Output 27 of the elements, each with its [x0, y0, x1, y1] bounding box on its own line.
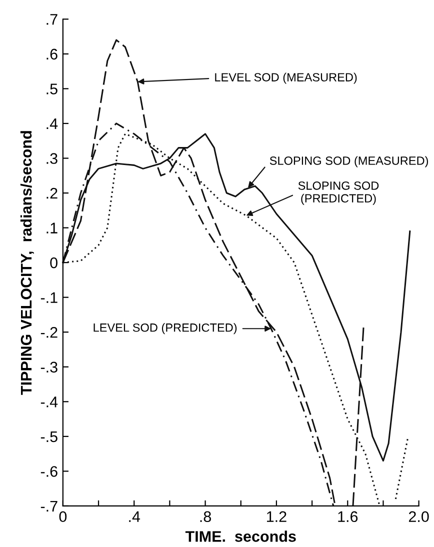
y-tick-label: .4	[46, 118, 58, 129]
y-tick-label: -.1	[40, 292, 58, 303]
y-tick-label: .7	[46, 14, 58, 25]
y-tick-label: .1	[46, 222, 58, 234]
x-tick-label: 1.2	[267, 511, 286, 522]
annotation: SLOPING SOD (PREDICTED)	[298, 181, 379, 205]
y-tick-label: .6	[46, 48, 58, 60]
y-tick-label: -.2	[40, 326, 58, 338]
y-tick-label: -.5	[40, 431, 58, 442]
y-tick-label: -.4	[40, 396, 58, 408]
y-tick-label: .3	[46, 153, 58, 164]
y-tick-label: .2	[46, 188, 58, 199]
annotation: SLOPING SOD (MEASURED)	[270, 156, 428, 168]
y-tick-label: .5	[46, 84, 58, 94]
x-tick-label: 2.0	[408, 511, 429, 522]
y-axis-title: TIPPING VELOCITY, radians/second	[20, 131, 34, 395]
x-axis-title: TIME. seconds	[185, 530, 296, 542]
x-tick-label: 0	[59, 511, 67, 522]
y-tick-label: -.7	[40, 501, 58, 512]
y-tick-label: 0	[50, 257, 58, 268]
x-tick-label: 1.6	[338, 511, 358, 522]
annotation: LEVEL SOD (PREDICTED)	[94, 323, 237, 334]
y-tick-label: -.6	[40, 466, 58, 477]
x-tick-label: .4	[129, 511, 140, 522]
x-tick-label: .8	[200, 511, 211, 522]
y-tick-label: -.3	[40, 362, 58, 373]
annotation: LEVEL SOD (MEASURED)	[215, 72, 357, 84]
